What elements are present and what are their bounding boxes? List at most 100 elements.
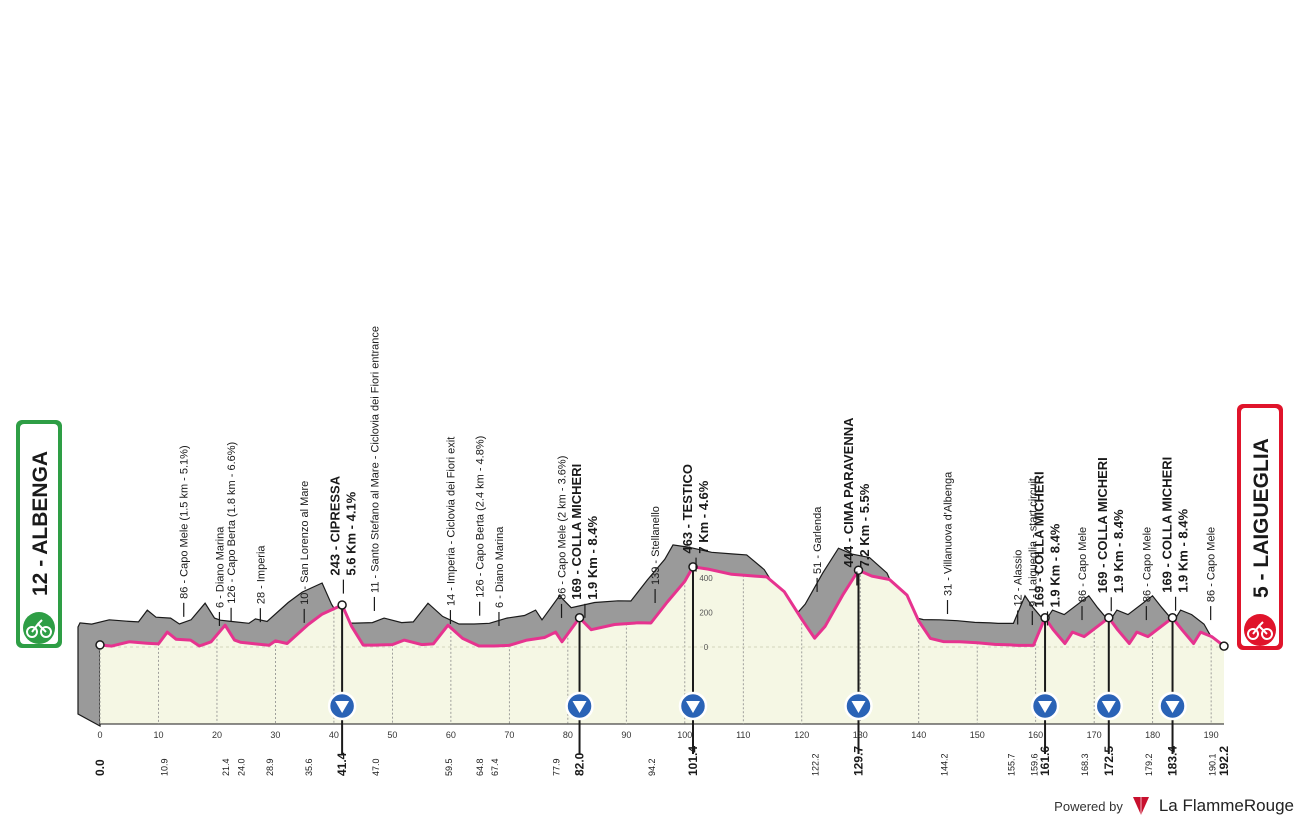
km-tick-label: 90: [621, 730, 631, 740]
distance-label: 35.6: [304, 758, 314, 776]
waypoint-label: 6 - Diano Marina: [494, 526, 506, 608]
finish-sign: 5 - LAIGUEGLIA: [1237, 404, 1283, 650]
elevation-fill: [100, 566, 1224, 724]
brand-name: La FlammeRouge: [1158, 796, 1294, 815]
waypoint-label: 243 - CIPRESSA: [327, 475, 342, 575]
flamme-rouge-logo-icon: [1132, 797, 1149, 815]
distance-label: 155.7: [1007, 753, 1017, 776]
km-gridlines: [99, 570, 1224, 724]
distance-label: 192.2: [1217, 746, 1231, 776]
start-point: [95, 640, 105, 650]
distance-label: 10.9: [160, 758, 170, 776]
km-tick-label: 0: [97, 730, 102, 740]
km-tick-label: 20: [212, 730, 222, 740]
distance-label: 0.0: [93, 759, 107, 776]
km-tick-label: 180: [1145, 730, 1160, 740]
finish-point: [1219, 641, 1229, 651]
km-tick-label: 30: [270, 730, 280, 740]
distance-label: 179.2: [1144, 753, 1154, 776]
start-sign: 12 - ALBENGA: [16, 420, 62, 648]
chevron-down-icon: [1038, 701, 1053, 713]
waypoint-label: 7 Km - 4.6%: [696, 480, 711, 553]
chevron-down-icon: [335, 701, 350, 713]
waypoint-label: 1.9 Km - 8.4%: [1176, 509, 1191, 593]
cyclist-icon: [26, 619, 52, 638]
distance-label: 159.6: [1029, 753, 1039, 776]
waypoint-labels: 86 - Capo Mele (1.5 km - 5.1%) 6 - Diano …: [179, 326, 1218, 626]
km-tick-label: 110: [736, 730, 750, 740]
km-tick-label: 60: [446, 730, 456, 740]
distance-label: 94.2: [647, 758, 657, 776]
distance-axis: 0 10 20 30 40 50 60 70 80 90 100 110 120 130 140 150 160…: [93, 730, 1231, 776]
climb-summit-dot: [574, 613, 585, 623]
waypoint-label: 86 - Capo Mele (2 km - 3.6%): [557, 456, 569, 600]
distance-label: 144.2: [939, 753, 949, 776]
distance-label: 77.9: [552, 758, 562, 776]
elevation-tick-label: 400: [699, 574, 713, 583]
km-tick-label: 190: [1204, 730, 1219, 740]
elevation-line-path: [99, 565, 1225, 648]
climb-summit-dot: [1104, 613, 1114, 623]
distance-label: 24.0: [236, 758, 246, 776]
distance-label: 122.2: [811, 753, 821, 776]
chevron-down-icon: [1165, 701, 1180, 713]
waypoint-label: 6 - Diano Marina: [214, 526, 226, 608]
waypoint-label: 169 - COLLA MICHERI: [1095, 457, 1110, 593]
climb-summit-dot: [1167, 613, 1178, 623]
distance-label: 129.7: [851, 746, 865, 776]
waypoint-label: 126 - Capo Berta (2.4 km - 4.8%): [475, 436, 487, 598]
distance-label: 59.5: [444, 758, 454, 776]
elevation-ticks: 400 200 0: [699, 574, 713, 652]
distance-label: 101.4: [686, 746, 700, 776]
km-tick-label: 100: [677, 730, 692, 740]
chevron-down-icon: [1101, 701, 1116, 713]
waypoint-label: 86 - Capo Mele: [1206, 527, 1218, 602]
waypoint-label: 5.6 Km - 4.1%: [343, 491, 358, 575]
distance-label: 183.4: [1166, 746, 1180, 776]
km-tick-label: 50: [387, 730, 397, 740]
waypoint-label: 9 - Laigueglia - start circuit: [1027, 478, 1039, 607]
waypoint-label: 14 - Imperia - Ciclovia dei Fiori exit: [445, 437, 457, 606]
chevron-down-icon: [685, 701, 700, 713]
elevation-tick-label: 0: [704, 643, 709, 652]
elevation-tick-label: 200: [699, 608, 713, 617]
cyclist-icon: [1247, 621, 1273, 640]
powered-by-text: Powered by: [1054, 798, 1123, 814]
km-tick-label: 140: [911, 730, 926, 740]
distance-label: 82.0: [573, 752, 587, 776]
distance-label: 67.4: [490, 758, 500, 776]
distance-label: 172.5: [1102, 746, 1116, 776]
waypoint-label: 11 - Santo Stefano al Mare - Ciclovia de…: [369, 326, 381, 593]
waypoint-label: 139 - Stellanello: [650, 506, 662, 585]
km-tick-label: 170: [1087, 730, 1102, 740]
waypoint-label: 31 - Villanuova d'Albenga: [943, 471, 955, 596]
waypoint-label: 1.9 Km - 8.4%: [1111, 509, 1126, 593]
km-tick-label: 130: [853, 730, 868, 740]
waypoint-label: 444 - CIMA PARAVENNA: [841, 417, 856, 568]
km-tick-label: 10: [153, 730, 163, 740]
km-tick-label: 80: [563, 730, 573, 740]
waypoint-label: 1.9 Km - 8.4%: [585, 516, 600, 600]
distance-label: 190.1: [1208, 753, 1218, 776]
waypoint-label: 86 - Capo Mele (1.5 km - 5.1%): [179, 445, 191, 598]
climb-summit-dot: [337, 600, 347, 610]
waypoint-label: 169 - COLLA MICHERI: [1160, 457, 1175, 593]
km-tick-label: 40: [329, 730, 339, 740]
waypoint-label: 86 - Capo Mele: [1077, 527, 1089, 602]
waypoint-label: 28 - Imperia: [255, 545, 267, 605]
waypoint-label: 7.2 Km - 5.5%: [857, 483, 872, 567]
climb-summit-dot: [688, 562, 698, 572]
distance-label: 21.4: [221, 758, 231, 776]
waypoint-label: 1.9 Km - 8.4%: [1048, 523, 1063, 607]
km-tick-label: 120: [794, 730, 809, 740]
km-tick-label: 70: [504, 730, 514, 740]
distance-label: 41.4: [335, 752, 349, 776]
elevation-line: [99, 565, 1225, 648]
waypoint-label: 463 - TESTICO: [680, 464, 695, 554]
chevron-down-icon: [572, 701, 587, 713]
distance-label: 168.3: [1080, 753, 1090, 776]
distance-label: 64.8: [475, 758, 485, 776]
km-tick-label: 150: [970, 730, 985, 740]
waypoint-label: 169 - COLLA MICHERI: [1032, 471, 1047, 607]
